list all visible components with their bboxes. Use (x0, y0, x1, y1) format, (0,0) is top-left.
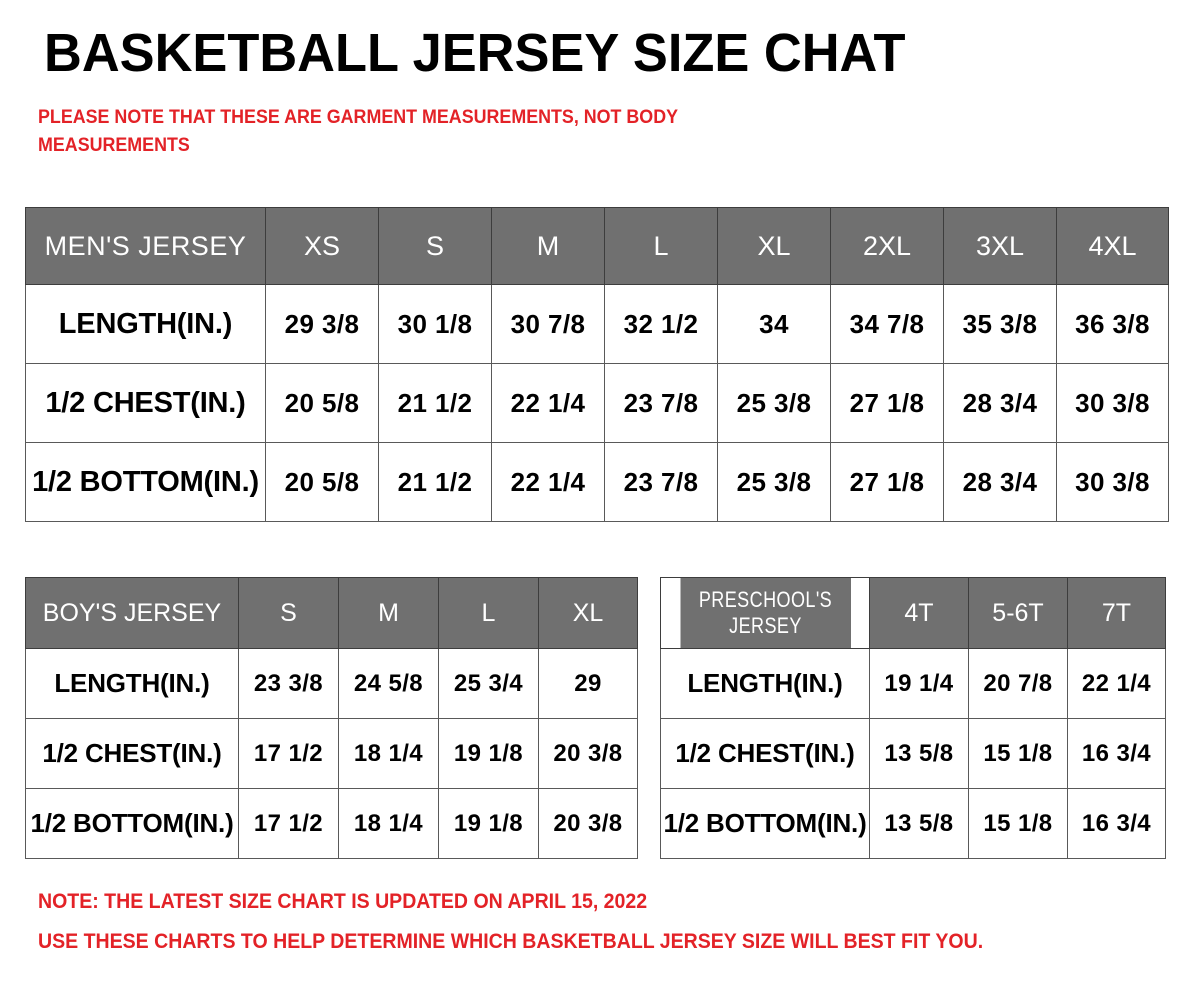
cell-length-xl: 34 (717, 284, 831, 364)
garment-note-line-1: PLEASE NOTE THAT THESE ARE GARMENT MEASU… (38, 107, 679, 128)
column-header-xs: XS (265, 207, 379, 285)
row-label-half-bottom: 1/2 BOTTOM(IN.) (25, 788, 239, 859)
row-label-half-bottom: 1/2 BOTTOM(IN.) (25, 442, 266, 522)
column-header-s: S (378, 207, 492, 285)
cell-bottom-7t: 16 3/4 (1067, 788, 1166, 859)
garment-measurement-note: PLEASE NOTE THAT THESE ARE GARMENT MEASU… (38, 104, 978, 160)
cell-bottom-xs: 20 5/8 (265, 442, 379, 522)
table-row: LENGTH(IN.) 29 3/8 30 1/8 30 7/8 32 1/2 … (25, 284, 1169, 364)
table-row: 1/2 CHEST(IN.) 17 1/2 18 1/4 19 1/8 20 3… (25, 718, 638, 789)
cell-bottom-4t: 13 5/8 (869, 788, 969, 859)
cell-length-l: 25 3/4 (438, 648, 539, 719)
cell-chest-xl: 20 3/8 (538, 718, 638, 789)
row-label-length: LENGTH(IN.) (25, 284, 266, 364)
table-row: 1/2 BOTTOM(IN.) 17 1/2 18 1/4 19 1/8 20 … (25, 788, 638, 859)
column-header-l: L (438, 577, 539, 649)
row-label-length: LENGTH(IN.) (25, 648, 239, 719)
cell-bottom-l: 19 1/8 (438, 788, 539, 859)
cell-length-4xl: 36 3/8 (1056, 284, 1169, 364)
cell-chest-m: 18 1/4 (338, 718, 439, 789)
boys-table-title-cell: BOY'S JERSEY (25, 577, 239, 649)
cell-length-m: 30 7/8 (491, 284, 605, 364)
cell-length-l: 32 1/2 (604, 284, 718, 364)
table-row: LENGTH(IN.) 23 3/8 24 5/8 25 3/4 29 (25, 648, 638, 719)
cell-chest-s: 17 1/2 (238, 718, 339, 789)
preschool-table-title-cell: PRESCHOOL'S JERSEY (678, 577, 852, 649)
boys-jersey-table: BOY'S JERSEY S M L XL LENGTH(IN.) 23 3/8… (25, 577, 638, 859)
row-label-half-chest: 1/2 CHEST(IN.) (25, 718, 239, 789)
footer-note-update-date: NOTE: THE LATEST SIZE CHART IS UPDATED O… (38, 890, 648, 913)
cell-bottom-xl: 20 3/8 (538, 788, 638, 859)
table-header-row: PRESCHOOL'S JERSEY 4T 5-6T 7T (661, 577, 1166, 649)
cell-length-xs: 29 3/8 (265, 284, 379, 364)
cell-chest-5-6t: 15 1/8 (968, 718, 1068, 789)
cell-length-7t: 22 1/4 (1067, 648, 1166, 719)
column-header-3xl: 3XL (943, 207, 1057, 285)
cell-bottom-s: 21 1/2 (378, 442, 492, 522)
column-header-7t: 7T (1067, 577, 1166, 649)
cell-length-s: 23 3/8 (238, 648, 339, 719)
cell-bottom-m: 18 1/4 (338, 788, 439, 859)
column-header-l: L (604, 207, 718, 285)
cell-chest-l: 23 7/8 (604, 363, 718, 443)
cell-chest-7t: 16 3/4 (1067, 718, 1166, 789)
column-header-m: M (491, 207, 605, 285)
cell-chest-2xl: 27 1/8 (830, 363, 944, 443)
cell-bottom-l: 23 7/8 (604, 442, 718, 522)
garment-note-line-2: MEASUREMENTS (38, 135, 190, 156)
table-row: 1/2 BOTTOM(IN.) 20 5/8 21 1/2 22 1/4 23 … (25, 442, 1169, 522)
cell-chest-4xl: 30 3/8 (1056, 363, 1169, 443)
mens-jersey-table: MEN'S JERSEY XS S M L XL 2XL 3XL 4XL LEN… (25, 207, 1169, 522)
column-header-4t: 4T (869, 577, 969, 649)
cell-bottom-3xl: 28 3/4 (943, 442, 1057, 522)
table-row: 1/2 CHEST(IN.) 20 5/8 21 1/2 22 1/4 23 7… (25, 363, 1169, 443)
column-header-m: M (338, 577, 439, 649)
cell-length-s: 30 1/8 (378, 284, 492, 364)
cell-bottom-s: 17 1/2 (238, 788, 339, 859)
cell-chest-s: 21 1/2 (378, 363, 492, 443)
row-label-half-chest: 1/2 CHEST(IN.) (25, 363, 266, 443)
mens-table-title-cell: MEN'S JERSEY (25, 207, 266, 285)
table-row: 1/2 CHEST(IN.) 13 5/8 15 1/8 16 3/4 (660, 718, 1166, 789)
cell-length-3xl: 35 3/8 (943, 284, 1057, 364)
cell-bottom-xl: 25 3/8 (717, 442, 831, 522)
column-header-4xl: 4XL (1056, 207, 1169, 285)
cell-length-4t: 19 1/4 (869, 648, 969, 719)
table-header-row: BOY'S JERSEY S M L XL (25, 577, 638, 649)
column-header-xl: XL (538, 577, 638, 649)
cell-chest-xs: 20 5/8 (265, 363, 379, 443)
cell-bottom-5-6t: 15 1/8 (968, 788, 1068, 859)
cell-chest-4t: 13 5/8 (869, 718, 969, 789)
cell-bottom-4xl: 30 3/8 (1056, 442, 1169, 522)
cell-bottom-m: 22 1/4 (491, 442, 605, 522)
table-row: LENGTH(IN.) 19 1/4 20 7/8 22 1/4 (660, 648, 1166, 719)
column-header-5-6t: 5-6T (968, 577, 1068, 649)
cell-length-m: 24 5/8 (338, 648, 439, 719)
cell-bottom-2xl: 27 1/8 (830, 442, 944, 522)
footer-note-usage: USE THESE CHARTS TO HELP DETERMINE WHICH… (38, 930, 984, 953)
cell-chest-3xl: 28 3/4 (943, 363, 1057, 443)
row-label-length: LENGTH(IN.) (660, 648, 870, 719)
column-header-s: S (238, 577, 339, 649)
column-header-2xl: 2XL (830, 207, 944, 285)
column-header-xl: XL (717, 207, 831, 285)
footer-notes: NOTE: THE LATEST SIZE CHART IS UPDATED O… (38, 882, 1089, 962)
page-title: BASKETBALL JERSEY SIZE CHAT (44, 23, 906, 83)
cell-chest-m: 22 1/4 (491, 363, 605, 443)
cell-length-5-6t: 20 7/8 (968, 648, 1068, 719)
cell-length-xl: 29 (538, 648, 638, 719)
cell-length-2xl: 34 7/8 (830, 284, 944, 364)
row-label-half-bottom: 1/2 BOTTOM(IN.) (660, 788, 870, 859)
row-label-half-chest: 1/2 CHEST(IN.) (660, 718, 870, 789)
preschool-jersey-table: PRESCHOOL'S JERSEY 4T 5-6T 7T LENGTH(IN.… (660, 577, 1166, 859)
table-row: 1/2 BOTTOM(IN.) 13 5/8 15 1/8 16 3/4 (660, 788, 1166, 859)
table-header-row: MEN'S JERSEY XS S M L XL 2XL 3XL 4XL (25, 207, 1169, 285)
preschool-table-title-text: PRESCHOOL'S JERSEY (698, 587, 832, 638)
cell-chest-l: 19 1/8 (438, 718, 539, 789)
cell-chest-xl: 25 3/8 (717, 363, 831, 443)
